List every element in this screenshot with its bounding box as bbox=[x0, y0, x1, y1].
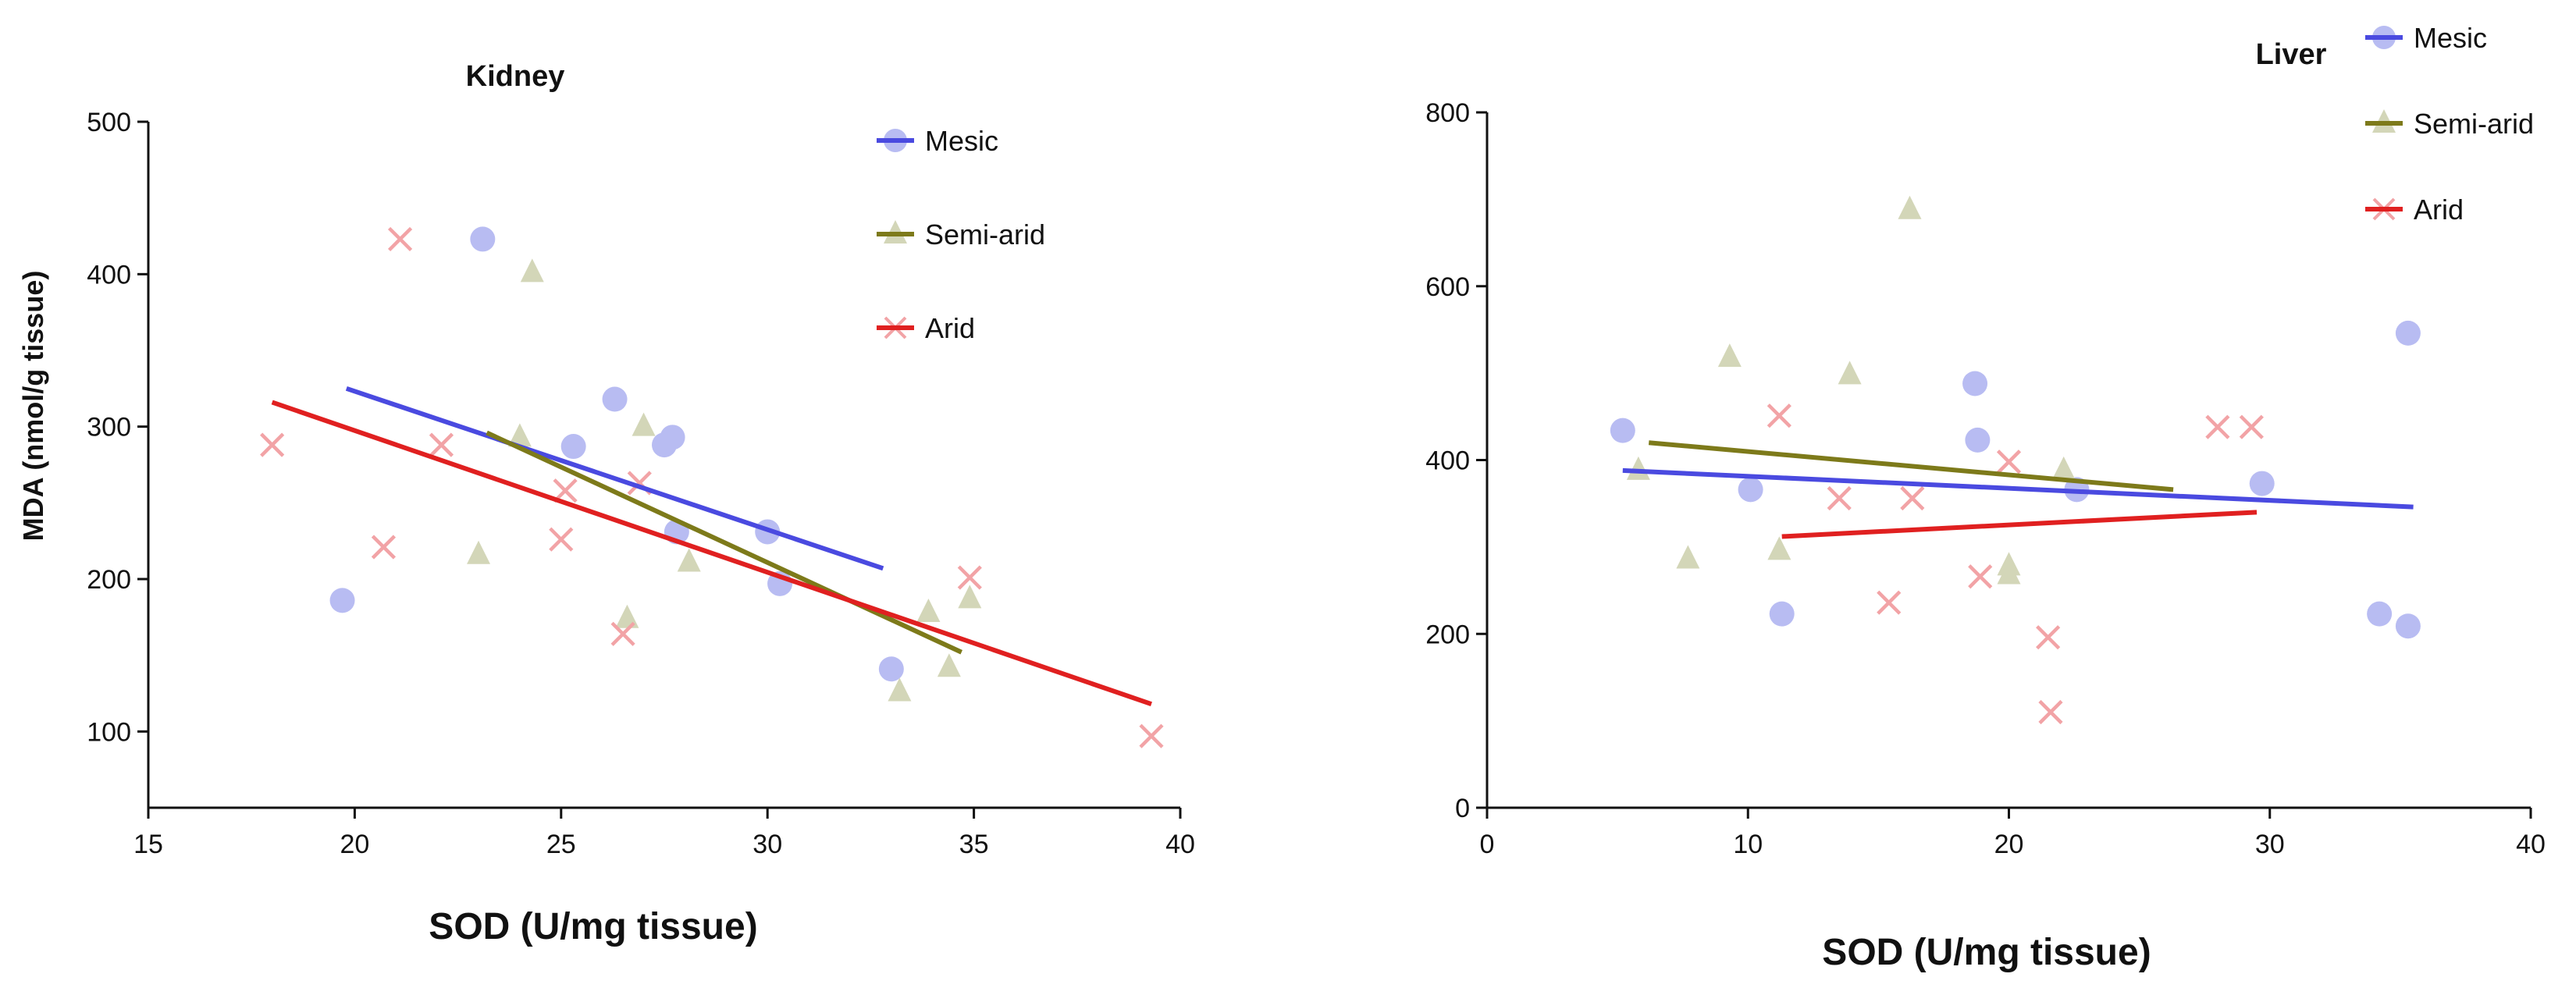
data-point-mesic bbox=[1610, 418, 1635, 443]
data-point-semi-arid bbox=[1676, 545, 1700, 569]
data-point-semi-arid bbox=[520, 258, 544, 283]
data-point-arid bbox=[2205, 414, 2230, 439]
data-point-semi-arid bbox=[467, 540, 491, 564]
data-point-mesic bbox=[660, 425, 685, 450]
data-point-mesic bbox=[2249, 471, 2275, 496]
x-axis-title: SOD (U/mg tissue) bbox=[1822, 932, 2151, 973]
data-point-mesic bbox=[329, 588, 355, 613]
data-point-arid bbox=[2036, 625, 2061, 650]
data-point-arid bbox=[957, 565, 982, 590]
x-tick-label: 30 bbox=[753, 830, 782, 859]
x-tick-label: 30 bbox=[2255, 830, 2285, 859]
chart-title: Liver bbox=[2256, 38, 2327, 71]
y-tick-label: 400 bbox=[87, 260, 131, 290]
chart-panel-0: 100 200 300 400 500 15 20 25 30 35 40 Kidney SOD (U/… bbox=[17, 60, 1195, 947]
x-tick-label: 20 bbox=[340, 830, 369, 859]
fit-line-semi-arid bbox=[486, 430, 962, 655]
y-tick-label: 800 bbox=[1425, 98, 1470, 128]
x-tick-label: 40 bbox=[2516, 830, 2546, 859]
fit-line-mesic bbox=[1622, 467, 2414, 510]
data-point-semi-arid bbox=[1898, 195, 1922, 219]
data-point-mesic bbox=[878, 656, 904, 682]
x-tick-label: 10 bbox=[1733, 830, 1763, 859]
data-point-semi-arid bbox=[507, 423, 532, 447]
y-tick-label: 0 bbox=[1455, 794, 1470, 823]
data-point-arid bbox=[2038, 699, 2063, 725]
data-point-arid bbox=[429, 432, 454, 457]
data-point-arid bbox=[1877, 590, 1902, 615]
x-tick-label: 25 bbox=[546, 830, 576, 859]
data-point-mesic bbox=[2395, 320, 2421, 346]
data-point-semi-arid bbox=[1717, 343, 1742, 368]
legend-label-semi-arid: Semi-arid bbox=[2414, 108, 2534, 140]
legend-label-semi-arid: Semi-arid bbox=[925, 219, 1045, 251]
data-point-semi-arid bbox=[2051, 456, 2076, 480]
data-point-mesic bbox=[1738, 477, 1763, 503]
data-point-arid bbox=[1827, 485, 1852, 511]
legend-label-arid: Arid bbox=[925, 312, 975, 344]
data-point-arid bbox=[549, 527, 574, 552]
data-point-semi-arid bbox=[916, 598, 941, 622]
legend-label-mesic: Mesic bbox=[925, 125, 998, 157]
x-tick-label: 0 bbox=[1480, 830, 1495, 859]
data-point-semi-arid bbox=[937, 653, 961, 677]
data-point-mesic bbox=[1769, 601, 1795, 627]
fit-line-semi-arid bbox=[1648, 440, 2174, 492]
y-tick-label: 500 bbox=[87, 108, 131, 137]
x-tick-label: 20 bbox=[1994, 830, 2024, 859]
data-point-arid bbox=[387, 226, 413, 251]
y-axis-title: MDA (nmol/g tissue) bbox=[17, 271, 49, 542]
y-tick-label: 300 bbox=[87, 413, 131, 442]
data-point-mesic bbox=[2367, 601, 2393, 627]
data-point-semi-arid bbox=[632, 412, 656, 436]
fit-line-arid bbox=[271, 400, 1152, 707]
data-point-semi-arid bbox=[1838, 361, 1862, 385]
legend-label-arid: Arid bbox=[2414, 194, 2464, 226]
x-tick-label: 15 bbox=[133, 830, 163, 859]
data-point-arid bbox=[610, 621, 635, 646]
chart-panel-1: 0 200 400 600 800 0 10 20 30 40 Liver SOD (U/mg tis… bbox=[1425, 22, 2546, 973]
y-tick-label: 200 bbox=[87, 565, 131, 595]
data-point-semi-arid bbox=[677, 548, 701, 572]
fit-line-arid bbox=[1781, 510, 2258, 539]
data-point-mesic bbox=[470, 226, 496, 252]
data-point-arid bbox=[1996, 450, 2022, 474]
x-tick-label: 35 bbox=[959, 830, 989, 859]
data-point-semi-arid bbox=[615, 604, 639, 628]
data-point-mesic bbox=[602, 386, 628, 412]
data-point-semi-arid bbox=[1997, 552, 2021, 576]
y-tick-label: 600 bbox=[1425, 272, 1470, 302]
y-tick-label: 400 bbox=[1425, 446, 1470, 476]
data-point-arid bbox=[1968, 564, 1993, 589]
data-point-mesic bbox=[1962, 371, 1988, 396]
x-tick-label: 40 bbox=[1165, 830, 1195, 859]
y-tick-label: 100 bbox=[87, 717, 131, 747]
data-point-semi-arid bbox=[1626, 456, 1650, 480]
data-point-arid bbox=[371, 535, 397, 560]
y-tick-label: 200 bbox=[1425, 620, 1470, 649]
data-point-arid bbox=[2239, 414, 2264, 439]
data-point-semi-arid bbox=[958, 585, 982, 609]
data-point-arid bbox=[1767, 403, 1791, 428]
chart-title: Kidney bbox=[466, 60, 565, 93]
legend-label-mesic: Mesic bbox=[2414, 22, 2487, 54]
data-point-semi-arid bbox=[888, 677, 912, 702]
x-axis-title: SOD (U/mg tissue) bbox=[429, 906, 757, 947]
data-point-mesic bbox=[2395, 613, 2421, 639]
data-point-arid bbox=[260, 432, 285, 457]
data-point-mesic bbox=[560, 434, 586, 460]
data-point-semi-arid bbox=[1767, 536, 1791, 560]
data-point-arid bbox=[1900, 485, 1925, 511]
data-point-mesic bbox=[1965, 427, 1991, 453]
data-point-arid bbox=[1139, 723, 1164, 748]
fit-line-mesic bbox=[345, 386, 884, 571]
